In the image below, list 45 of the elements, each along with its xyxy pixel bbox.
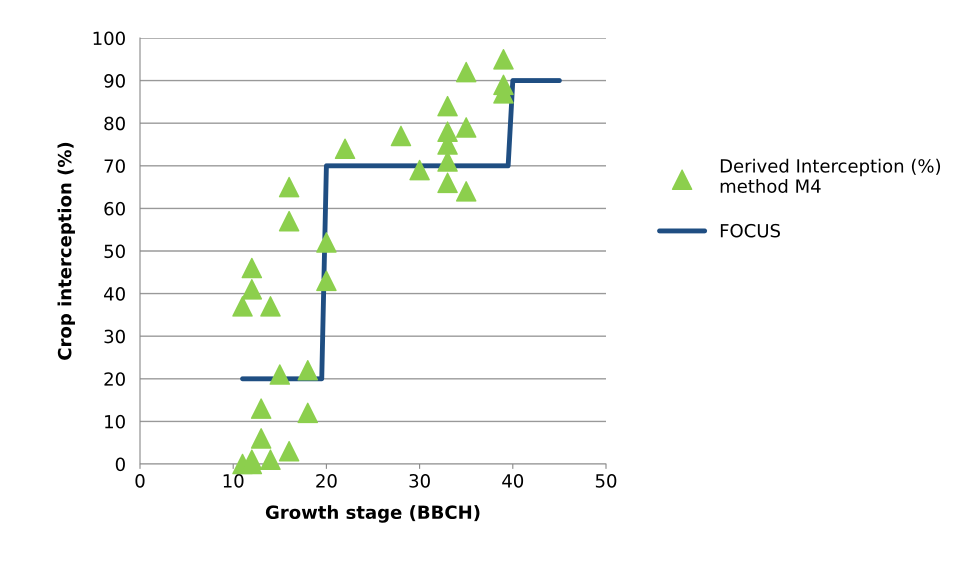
point (456, 181, 476, 202)
y-tick-label: 30 (104, 330, 125, 344)
y-tick-label: 60 (104, 202, 125, 216)
x-tick-label: 0 (135, 474, 145, 488)
x-tick-label: 30 (409, 474, 430, 488)
point (316, 232, 337, 253)
point (270, 364, 290, 385)
point (456, 62, 476, 82)
x-tick-label: 50 (596, 474, 616, 488)
legend-label: FOCUS (720, 224, 780, 238)
x-tick-label: 10 (224, 474, 244, 488)
x-tick-label: 20 (316, 474, 337, 488)
point (297, 402, 318, 424)
y-tick-label: 40 (104, 287, 125, 301)
point (437, 96, 458, 116)
point (334, 138, 356, 160)
x-tick-label: 40 (502, 474, 524, 488)
point (260, 296, 281, 317)
point (278, 176, 300, 198)
y-tick-label: 90 (104, 74, 125, 88)
point (316, 270, 337, 292)
point (390, 126, 412, 146)
y-tick-label: 80 (104, 116, 125, 130)
point (493, 49, 514, 70)
y-tick-label: 0 (116, 457, 125, 472)
point (456, 117, 476, 138)
point (437, 172, 458, 194)
point (242, 279, 262, 300)
y-axis-title: Crop interception (%) (58, 142, 75, 360)
point (278, 210, 300, 232)
y-tick-label: 20 (104, 372, 125, 386)
point (260, 449, 281, 470)
point (297, 360, 318, 381)
point (242, 258, 262, 278)
point (278, 440, 300, 462)
x-axis-title: Growth stage (BBCH) (266, 505, 480, 523)
legend-label: Derived Interception (%) method M4 (720, 158, 940, 193)
y-tick-label: 100 (94, 31, 125, 46)
y-tick-label: 10 (105, 414, 125, 429)
point (250, 428, 272, 449)
point (250, 398, 272, 419)
point (409, 160, 430, 180)
y-tick-label: 50 (104, 244, 125, 258)
y-tick-label: 70 (104, 159, 125, 173)
point (232, 296, 253, 317)
